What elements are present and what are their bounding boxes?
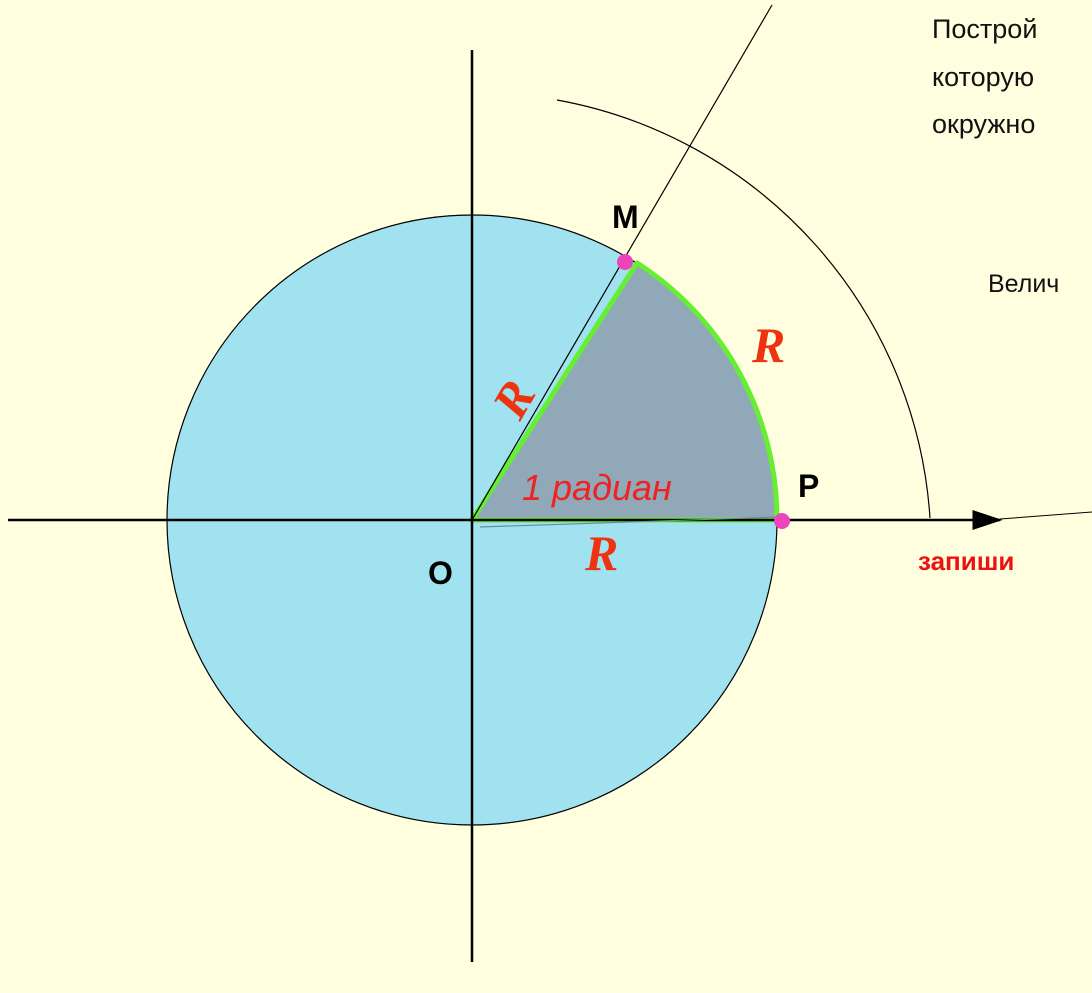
- text-line: Построй: [932, 14, 1037, 44]
- label-p: Р: [798, 468, 819, 504]
- instruction: запиши: [918, 546, 1014, 576]
- radius-label: R: [751, 317, 785, 373]
- point-m-dot: [617, 254, 633, 270]
- angle-label: 1 радиан: [522, 467, 672, 508]
- construction-arc: [556, 99, 931, 519]
- point-p-dot: [774, 513, 790, 529]
- text-line: окружно: [932, 109, 1035, 139]
- label-o: O: [428, 555, 453, 591]
- sector: [469, 260, 780, 523]
- label-m: М: [612, 199, 639, 235]
- chord: [479, 516, 781, 528]
- axis-extension: [999, 511, 1092, 520]
- radius-label: R: [584, 525, 618, 581]
- magnitude-text: Велич: [988, 270, 1059, 298]
- text-line: которую: [932, 62, 1034, 92]
